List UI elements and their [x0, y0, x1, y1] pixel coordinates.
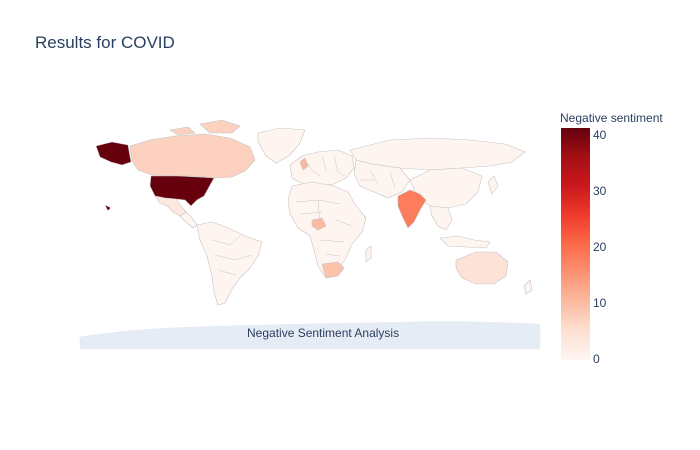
country-southeast-asia[interactable] — [429, 205, 453, 231]
country-madagascar[interactable] — [365, 245, 372, 263]
country-usa-alaska[interactable] — [95, 141, 132, 166]
colorbar-tick-label: 30 — [593, 184, 607, 198]
country-central-america[interactable] — [179, 211, 198, 229]
country-south-africa[interactable] — [321, 261, 345, 279]
country-usa-hawaii — [105, 205, 111, 211]
map-annotation: Negative Sentiment Analysis — [247, 326, 400, 340]
colorbar-title: Negative sentiment — [560, 111, 663, 125]
border-africa — [295, 199, 353, 257]
country-south-america[interactable] — [196, 221, 263, 306]
country-europe[interactable] — [289, 149, 355, 187]
country-uk[interactable] — [299, 157, 309, 171]
country-greenland[interactable] — [257, 127, 306, 164]
border-europe — [304, 155, 346, 177]
border-central-asia — [360, 169, 396, 189]
colorbar-tick-label: 10 — [593, 296, 607, 310]
country-antarctica[interactable] — [79, 321, 541, 350]
colorbar-gradient — [561, 128, 590, 360]
country-indonesia[interactable] — [439, 235, 491, 249]
border-south-america — [211, 235, 253, 276]
country-nigeria[interactable] — [311, 217, 327, 231]
colorbar-tick-label: 20 — [593, 240, 607, 254]
colorbar-tick-label: 40 — [593, 128, 607, 142]
chart-title: Results for COVID — [35, 33, 175, 52]
country-new-zealand[interactable] — [523, 279, 533, 295]
country-japan[interactable] — [487, 175, 499, 195]
country-central-asia[interactable] — [353, 159, 411, 199]
country-india[interactable] — [397, 189, 427, 229]
country-australia[interactable] — [455, 251, 509, 285]
country-canada-islands — [169, 119, 241, 136]
colorbar-tick-label: 0 — [593, 352, 600, 366]
country-canada[interactable] — [129, 133, 256, 179]
